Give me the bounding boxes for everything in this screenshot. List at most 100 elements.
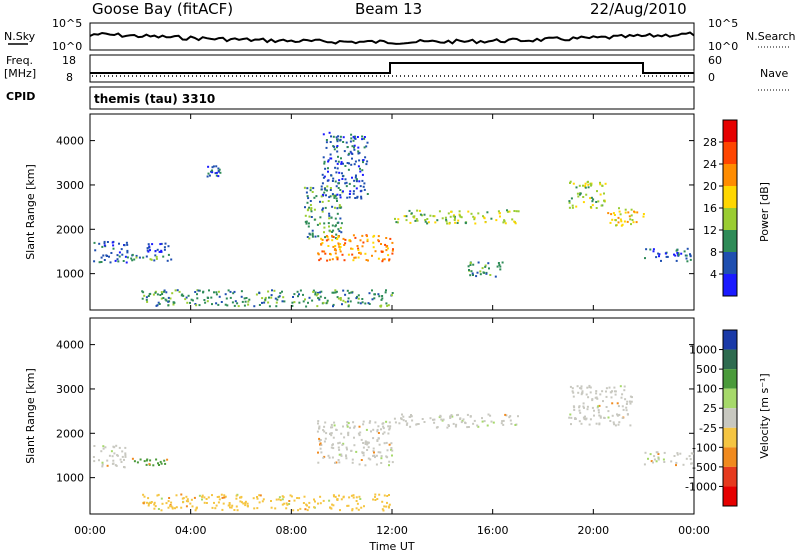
velocity-echo-cell bbox=[613, 423, 616, 426]
velocity-echo-cell bbox=[319, 442, 322, 445]
power-echo-cell bbox=[165, 299, 168, 302]
power-echo-cell bbox=[323, 231, 325, 234]
power-echo-cell bbox=[456, 222, 459, 224]
power-echo-cell bbox=[649, 248, 652, 251]
power-echo-cell bbox=[477, 212, 480, 215]
velocity-echo-cell bbox=[306, 509, 309, 512]
power-echo-cell bbox=[486, 211, 489, 214]
power-echo-cell bbox=[138, 256, 141, 259]
power-echo-cell bbox=[360, 195, 363, 198]
velocity-echo-cell bbox=[110, 450, 113, 453]
power-echo-cell bbox=[652, 248, 655, 251]
power-echo-cell bbox=[329, 230, 332, 233]
power-echo-cell bbox=[348, 239, 351, 242]
power-echo-cell bbox=[354, 176, 357, 179]
velocity-echo-cell bbox=[591, 406, 594, 409]
velocity-echo-cell bbox=[221, 508, 224, 511]
velocity-echo-cell bbox=[101, 465, 104, 468]
power-echo-cell bbox=[445, 218, 448, 221]
velocity-echo-cell bbox=[332, 436, 335, 439]
power-echo-cell bbox=[333, 145, 336, 148]
power-echo-cell bbox=[371, 298, 374, 301]
power-echo-cell bbox=[568, 206, 571, 209]
velocity-echo-cell bbox=[158, 464, 160, 466]
power-echo-cell bbox=[229, 290, 232, 293]
power-echo-cell bbox=[197, 289, 200, 292]
velocity-echo-cell bbox=[442, 418, 445, 421]
power-echo-cell bbox=[388, 258, 391, 261]
velocity-echo-cell bbox=[366, 449, 369, 451]
power-echo-cell bbox=[508, 210, 511, 213]
velocity-echo-cell bbox=[584, 415, 586, 418]
power-echo-cell bbox=[339, 297, 342, 299]
velocity-echo-cell bbox=[657, 457, 660, 460]
velocity-echo-cell bbox=[586, 386, 589, 389]
velocity-echo-cell bbox=[143, 495, 146, 498]
power-echo-cell bbox=[189, 301, 191, 304]
power-echo-cell bbox=[215, 165, 218, 168]
velocity-echo-cell bbox=[611, 390, 613, 393]
power-echo-cell bbox=[208, 174, 211, 177]
velocity-colorbar-swatch bbox=[723, 447, 737, 467]
power-echo-cell bbox=[112, 244, 115, 247]
power-echo-cell bbox=[611, 218, 614, 221]
power-echo-cell bbox=[336, 258, 339, 261]
power-echo-cell bbox=[327, 245, 330, 247]
power-echo-cell bbox=[337, 228, 340, 231]
velocity-echo-cell bbox=[142, 493, 145, 496]
power-echo-cell bbox=[470, 212, 473, 215]
x-tick-label: 16:00 bbox=[477, 524, 509, 537]
velocity-echo-region bbox=[568, 384, 633, 427]
velocity-echo-cell bbox=[104, 446, 107, 449]
power-echo-cell bbox=[364, 302, 367, 305]
velocity-echo-cell bbox=[358, 434, 361, 437]
power-echo-cell bbox=[347, 305, 350, 308]
power-echo-cell bbox=[372, 246, 375, 249]
power-echo-cell bbox=[321, 250, 324, 253]
power-echo-cell bbox=[319, 257, 322, 260]
velocity-echo-cell bbox=[578, 409, 581, 412]
velocity-echo-cell bbox=[170, 505, 173, 508]
velocity-echo-cell bbox=[256, 496, 258, 498]
velocity-echo-region bbox=[131, 457, 169, 467]
power-echo-cell bbox=[225, 297, 228, 300]
velocity-echo-cell bbox=[355, 450, 358, 453]
power-echo-cell bbox=[311, 234, 314, 236]
power-echo-cell bbox=[636, 211, 639, 214]
power-echo-cell bbox=[448, 222, 451, 225]
velocity-echo-cell bbox=[452, 422, 455, 425]
power-echo-cell bbox=[613, 214, 616, 216]
velocity-echo-cell bbox=[605, 390, 607, 393]
power-echo-cell bbox=[292, 296, 294, 298]
velocity-echo-cell bbox=[246, 504, 249, 507]
velocity-echo-cell bbox=[469, 415, 472, 418]
power-echo-cell bbox=[152, 293, 155, 296]
power-echo-cell bbox=[464, 222, 467, 225]
power-echo-cell bbox=[322, 301, 325, 304]
velocity-echo-cell bbox=[451, 415, 454, 418]
velocity-echo-cell bbox=[619, 385, 622, 388]
power-echo-cell bbox=[604, 182, 607, 185]
power-echo-cell bbox=[323, 222, 326, 225]
power-echo-cell bbox=[215, 174, 218, 177]
power-echo-cell bbox=[366, 160, 369, 163]
power-echo-cell bbox=[321, 242, 324, 244]
velocity-echo-cell bbox=[114, 464, 117, 467]
power-echo-cell bbox=[351, 176, 353, 179]
power-echo-cell bbox=[211, 166, 214, 169]
power-echo-cell bbox=[309, 200, 312, 202]
power-echo-cell bbox=[325, 302, 328, 305]
velocity-echo-cell bbox=[588, 384, 591, 387]
velocity-echo-cell bbox=[319, 443, 321, 446]
velocity-echo-cell bbox=[157, 493, 160, 496]
power-echo-cell bbox=[332, 135, 335, 138]
velocity-echo-cell bbox=[333, 495, 335, 498]
power-echo-cell bbox=[100, 261, 103, 263]
power-echo-cell bbox=[630, 208, 633, 211]
power-echo-cell bbox=[378, 295, 381, 298]
velocity-echo-cell bbox=[350, 449, 353, 452]
velocity-echo-cell bbox=[262, 498, 265, 501]
power-echo-cell bbox=[335, 136, 338, 139]
power-echo-cell bbox=[351, 153, 354, 155]
velocity-echo-cell bbox=[331, 456, 334, 459]
